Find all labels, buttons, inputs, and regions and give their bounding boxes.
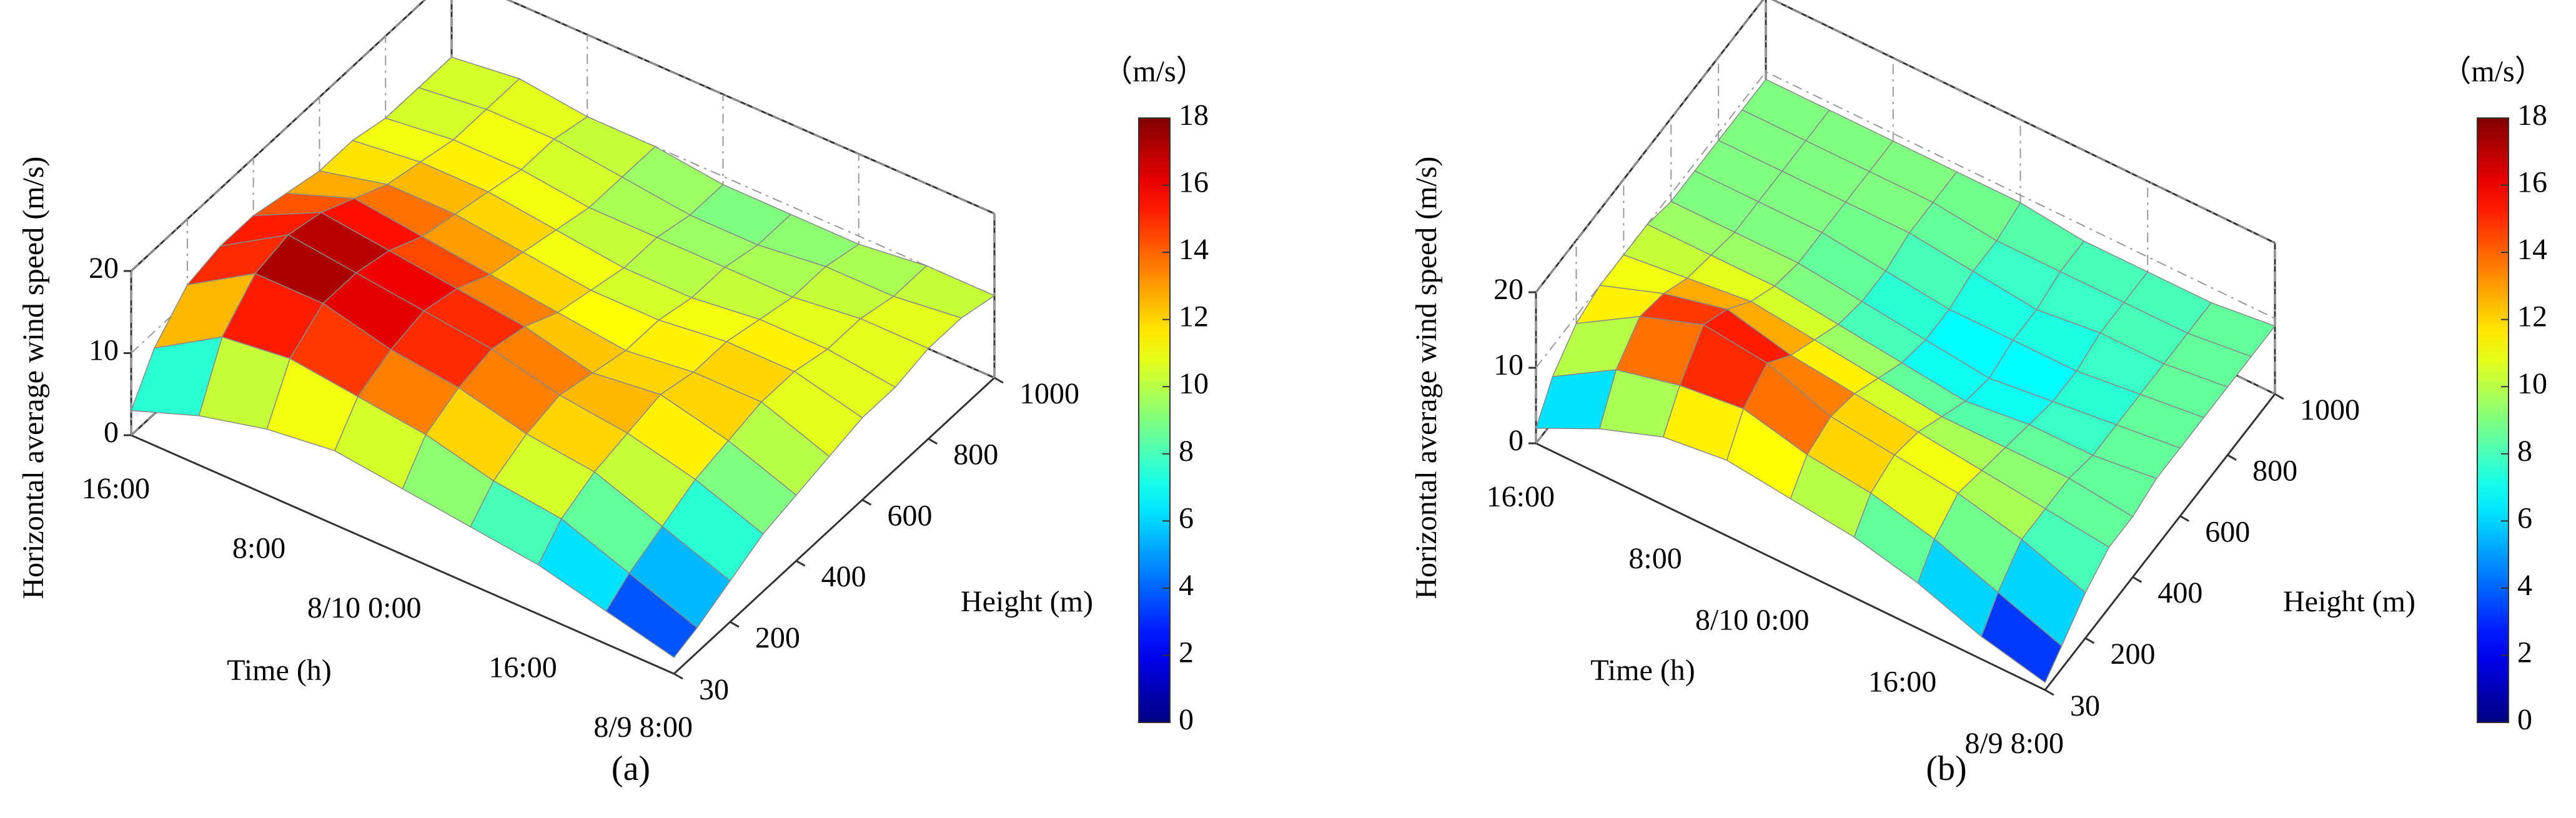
- box-edge: [131, 434, 675, 675]
- panel-label: (b): [1926, 749, 1966, 788]
- x-tick-label: 16:00: [488, 651, 557, 684]
- y-tick: [2132, 576, 2143, 583]
- surface-patch: [1981, 591, 2063, 684]
- colorbar-tick-label: 6: [2517, 501, 2532, 535]
- colorbar-tick-label: 14: [2517, 233, 2547, 266]
- y-tick: [861, 499, 872, 506]
- colorbar-tick-label: 12: [1179, 300, 1209, 333]
- y-tick-label: 1000: [2300, 393, 2360, 426]
- y-tick: [673, 673, 683, 680]
- y-tick-label: 30: [2070, 689, 2100, 722]
- x-axis-label: Time (h): [1590, 654, 1695, 687]
- y-axis-label: Height (m): [2283, 585, 2415, 618]
- y-tick: [2084, 637, 2095, 644]
- colorbar-tick-label: 18: [1179, 99, 1209, 132]
- y-tick: [994, 377, 1004, 384]
- surface-patch: [605, 573, 698, 658]
- y-tick: [2179, 515, 2189, 522]
- y-tick: [2274, 393, 2284, 400]
- y-tick-label: 400: [821, 560, 866, 593]
- colorbar-tick-label: 10: [2517, 367, 2547, 400]
- z-tick-label: 0: [1508, 424, 1523, 457]
- y-tick-label: 200: [2110, 638, 2155, 671]
- y-tick: [730, 621, 740, 628]
- x-tick-label: 8/10 0:00: [1695, 604, 1810, 637]
- y-tick-label: 600: [2205, 515, 2250, 548]
- colorbar-tick-label: 0: [2517, 703, 2532, 736]
- y-tick: [928, 438, 938, 445]
- colorbar-tick-label: 18: [2517, 99, 2547, 132]
- x-tick-label: 8/9 8:00: [593, 711, 693, 744]
- colorbar: [2477, 117, 2509, 723]
- z-tick-label: 10: [1494, 348, 1523, 382]
- y-tick-label: 1000: [1019, 377, 1079, 410]
- x-tick-label: 16:00: [82, 472, 150, 505]
- z-axis-label: Horizontal average wind speed (m/s): [17, 156, 50, 599]
- colorbar-tick-label: 16: [2517, 166, 2547, 199]
- surface: [130, 56, 996, 658]
- box-edge: [1535, 442, 2046, 691]
- z-tick-label: 0: [104, 416, 119, 449]
- colorbar-tick-label: 4: [1179, 569, 1194, 602]
- colorbar: [1138, 117, 1171, 723]
- colorbar-tick-label: 2: [2517, 636, 2532, 669]
- y-tick-label: 800: [953, 438, 998, 471]
- colorbar-tick-label: 16: [1179, 166, 1209, 199]
- colorbar-tick-label: 12: [2517, 300, 2547, 333]
- colorbar-tick-label: 0: [1179, 703, 1194, 736]
- x-axis-label: Time (h): [227, 654, 332, 687]
- x-tick-label: 16:00: [1487, 480, 1555, 513]
- y-tick: [795, 559, 806, 567]
- colorbar-tick-label: 4: [2517, 569, 2532, 602]
- box-edge: [673, 377, 996, 675]
- colorbar-label: （m/s）: [2441, 55, 2544, 88]
- x-tick-label: 8:00: [1628, 542, 1682, 575]
- colorbar-label: （m/s）: [1102, 55, 1206, 88]
- colorbar-tick-label: 8: [2517, 435, 2532, 468]
- surface: [1535, 79, 2276, 684]
- y-tick-label: 400: [2157, 576, 2202, 609]
- y-axis-label: Height (m): [961, 585, 1093, 618]
- y-tick-label: 30: [699, 673, 729, 706]
- grid-line: [1535, 0, 2276, 293]
- z-axis-label: Horizontal average wind speed (m/s): [1410, 156, 1443, 599]
- colorbar-tick-label: 6: [1179, 501, 1194, 535]
- x-tick-label: 8/10 0:00: [307, 591, 422, 624]
- y-tick: [2227, 454, 2237, 461]
- x-tick-label: 8:00: [232, 532, 285, 565]
- z-tick-label: 20: [1494, 273, 1523, 306]
- box-edge: [2044, 393, 2276, 691]
- z-tick-label: 20: [89, 252, 119, 285]
- y-tick-label: 800: [2252, 455, 2297, 488]
- y-tick-label: 200: [755, 621, 800, 654]
- x-tick-label: 8/9 8:00: [1964, 727, 2064, 760]
- colorbar-tick-label: 2: [1179, 636, 1194, 669]
- colorbar-tick-label: 10: [1179, 367, 1209, 400]
- colorbar-tick-label: 14: [1179, 233, 1209, 266]
- z-tick-label: 10: [89, 334, 119, 367]
- colorbar-tick-label: 8: [1179, 435, 1194, 468]
- y-tick: [2044, 689, 2054, 696]
- panel-label: (a): [612, 749, 650, 788]
- y-tick-label: 600: [887, 499, 932, 532]
- x-tick-label: 16:00: [1868, 665, 1936, 698]
